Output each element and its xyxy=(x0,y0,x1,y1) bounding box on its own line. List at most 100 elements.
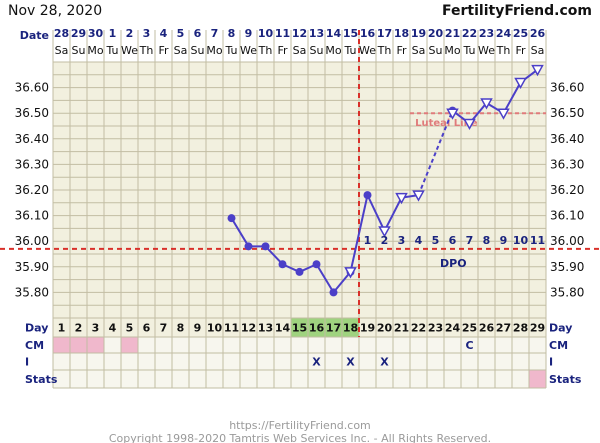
weekday-label: Sa xyxy=(412,44,426,57)
y-tick-left: 36.60 xyxy=(15,81,49,95)
cycle-day-label: 13 xyxy=(258,322,273,335)
cycle-day-label: 15 xyxy=(292,322,307,335)
date-label: 11 xyxy=(275,27,290,40)
date-label: 24 xyxy=(496,27,512,40)
temp-line-segment xyxy=(417,110,454,196)
temp-point-circle xyxy=(227,214,236,223)
temp-line-segment xyxy=(332,271,352,294)
fertile-day-cell xyxy=(291,318,308,337)
cycle-day-label: 21 xyxy=(394,322,409,335)
weekday-label: Su xyxy=(72,44,86,57)
y-tick-right: 36.50 xyxy=(550,106,584,120)
cm-pink-cell xyxy=(121,337,138,353)
date-row-label: Date xyxy=(20,29,49,42)
footer-copyright: Copyright 1998-2020 Tamtris Web Services… xyxy=(109,432,491,443)
weekday-label: Su xyxy=(191,44,205,57)
weekday-label: Tu xyxy=(343,44,356,57)
cycle-day-label: 8 xyxy=(177,322,185,335)
date-label: 13 xyxy=(309,27,324,40)
temp-line-segment xyxy=(366,194,386,232)
weekday-label: Mo xyxy=(206,44,222,57)
cycle-day-label: 19 xyxy=(360,322,375,335)
weekday-label: Tu xyxy=(105,44,118,57)
weekday-label: Mo xyxy=(325,44,341,57)
cycle-day-label: 10 xyxy=(207,322,223,335)
date-label: 8 xyxy=(228,27,236,40)
dpo-number: 3 xyxy=(398,234,406,247)
stats-pink-cell xyxy=(529,370,546,388)
temp-point-triangle xyxy=(412,190,425,202)
cycle-day-label: 5 xyxy=(126,322,134,335)
dpo-number: 9 xyxy=(500,234,508,247)
weekday-label: Th xyxy=(139,44,154,57)
cycle-day-label: 7 xyxy=(160,322,168,335)
y-tick-left: 36.10 xyxy=(15,209,49,223)
footer-url: https://FertilityFriend.com xyxy=(229,419,371,432)
temp-point-circle xyxy=(261,242,270,251)
y-tick-right: 36.60 xyxy=(550,81,584,95)
luteal-line-label: Luteal Line xyxy=(415,118,478,129)
cm-row-label-right: CM xyxy=(549,339,568,352)
temp-point-circle xyxy=(363,191,372,200)
temp-point-circle xyxy=(244,242,253,251)
dpo-number: 4 xyxy=(415,234,423,247)
date-label: 6 xyxy=(194,27,202,40)
temp-point-triangle xyxy=(480,98,493,110)
date-label: 28 xyxy=(54,27,69,40)
date-label: 29 xyxy=(71,27,86,40)
weekday-label: We xyxy=(478,44,495,57)
cycle-day-label: 27 xyxy=(496,322,511,335)
day-row-label-right: Day xyxy=(549,322,572,335)
y-tick-right: 35.80 xyxy=(550,285,584,299)
intercourse-mark: X xyxy=(380,356,389,369)
cm-pink-cell xyxy=(53,337,70,353)
date-label: 10 xyxy=(258,27,274,40)
weekday-label: We xyxy=(359,44,376,57)
temp-point-triangle xyxy=(497,108,510,120)
date-label: 3 xyxy=(143,27,151,40)
date-label: 26 xyxy=(530,27,546,40)
cycle-day-label: 26 xyxy=(479,322,495,335)
y-tick-right: 36.00 xyxy=(550,234,584,248)
intercourse-mark: X xyxy=(346,356,355,369)
weekday-label: Mo xyxy=(444,44,460,57)
weekday-label: We xyxy=(121,44,138,57)
cycle-day-label: 16 xyxy=(309,322,325,335)
weekday-label: Su xyxy=(429,44,443,57)
stats-row-label-left: Stats xyxy=(25,373,58,386)
intercourse-mark: X xyxy=(312,356,321,369)
weekday-label: Sa xyxy=(531,44,545,57)
y-tick-left: 36.40 xyxy=(15,132,49,146)
header-date: Nov 28, 2020 xyxy=(8,3,102,19)
weekday-label: Th xyxy=(496,44,511,57)
temp-line-segment xyxy=(383,197,403,232)
date-label: 1 xyxy=(109,27,117,40)
temp-line-segment xyxy=(264,245,284,265)
date-label: 18 xyxy=(394,27,409,40)
dpo-number: 7 xyxy=(466,234,474,247)
date-label: 30 xyxy=(88,27,104,40)
y-tick-right: 36.40 xyxy=(550,132,584,146)
fertile-day-cell xyxy=(308,318,325,337)
cycle-day-label: 22 xyxy=(411,322,426,335)
fertile-day-cell xyxy=(325,318,342,337)
temp-point-circle xyxy=(295,267,304,276)
cycle-day-label: 3 xyxy=(92,322,100,335)
date-label: 4 xyxy=(160,27,168,40)
temp-point-triangle xyxy=(531,64,544,77)
cm-row-label-left: CM xyxy=(25,339,44,352)
y-tick-right: 35.90 xyxy=(550,260,584,274)
date-label: 5 xyxy=(177,27,185,40)
cycle-day-label: 24 xyxy=(445,322,461,335)
temp-point-circle xyxy=(329,288,338,297)
weekday-label: Fr xyxy=(396,44,407,57)
y-tick-left: 35.80 xyxy=(15,285,49,299)
date-label: 17 xyxy=(377,27,392,40)
temperature-series-layer xyxy=(227,64,544,297)
y-tick-left: 36.00 xyxy=(15,234,49,248)
dpo-number: 10 xyxy=(513,234,529,247)
date-label: 19 xyxy=(411,27,426,40)
cycle-day-label: 28 xyxy=(513,322,528,335)
dpo-number: 11 xyxy=(530,234,545,247)
